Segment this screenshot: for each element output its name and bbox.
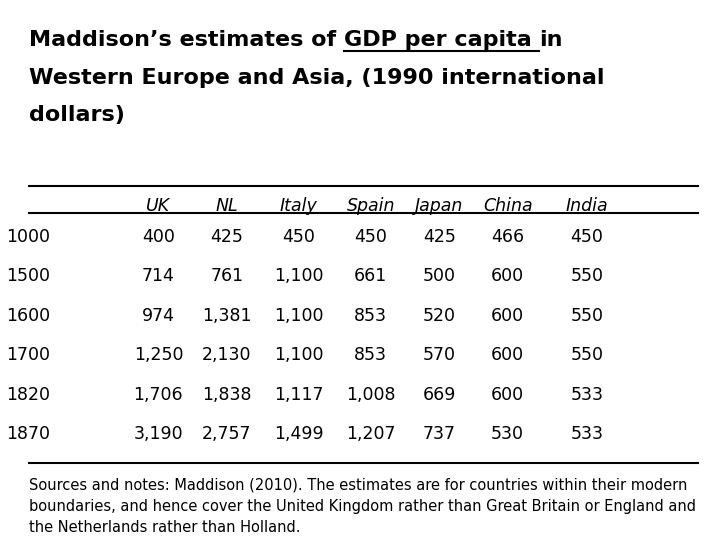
Text: 450: 450 <box>354 228 387 246</box>
Text: 1500: 1500 <box>6 267 50 285</box>
Text: 1,100: 1,100 <box>274 346 323 364</box>
Text: Spain: Spain <box>346 197 395 215</box>
Text: 466: 466 <box>491 228 524 246</box>
Text: 1,706: 1,706 <box>134 386 183 403</box>
Text: 425: 425 <box>423 228 456 246</box>
Text: 1820: 1820 <box>6 386 50 403</box>
Text: 550: 550 <box>570 267 603 285</box>
Text: 761: 761 <box>210 267 243 285</box>
Text: 600: 600 <box>491 267 524 285</box>
Text: 1,008: 1,008 <box>346 386 395 403</box>
Text: UK: UK <box>146 197 171 215</box>
Text: 1,381: 1,381 <box>202 307 251 325</box>
Text: 1870: 1870 <box>6 425 50 443</box>
Text: in: in <box>539 30 562 50</box>
Text: 1,117: 1,117 <box>274 386 323 403</box>
Text: GDP per capita: GDP per capita <box>343 30 539 50</box>
Text: 1,100: 1,100 <box>274 307 323 325</box>
Text: 853: 853 <box>354 346 387 364</box>
Text: 661: 661 <box>354 267 387 285</box>
Text: 400: 400 <box>142 228 175 246</box>
Text: 1600: 1600 <box>6 307 50 325</box>
Text: 1000: 1000 <box>6 228 50 246</box>
Text: Japan: Japan <box>415 197 464 215</box>
Text: 1,207: 1,207 <box>346 425 395 443</box>
Text: 3,190: 3,190 <box>134 425 183 443</box>
Text: 450: 450 <box>282 228 315 246</box>
Text: 1,250: 1,250 <box>134 346 183 364</box>
Text: 737: 737 <box>423 425 456 443</box>
Text: 853: 853 <box>354 307 387 325</box>
Text: 450: 450 <box>570 228 603 246</box>
Text: 600: 600 <box>491 386 524 403</box>
Text: 550: 550 <box>570 346 603 364</box>
Text: 500: 500 <box>423 267 456 285</box>
Text: 533: 533 <box>570 386 603 403</box>
Text: China: China <box>483 197 532 215</box>
Text: Sources and notes: Maddison (2010). The estimates are for countries within their: Sources and notes: Maddison (2010). The … <box>29 478 696 535</box>
Text: 669: 669 <box>423 386 456 403</box>
Text: 974: 974 <box>142 307 175 325</box>
Text: Western Europe and Asia, (1990 international: Western Europe and Asia, (1990 internati… <box>29 68 604 87</box>
Text: Italy: Italy <box>280 197 318 215</box>
Text: 550: 550 <box>570 307 603 325</box>
Text: India: India <box>565 197 608 215</box>
Text: 600: 600 <box>491 346 524 364</box>
Text: 570: 570 <box>423 346 456 364</box>
Text: NL: NL <box>215 197 238 215</box>
Text: 530: 530 <box>491 425 524 443</box>
Text: 1,100: 1,100 <box>274 267 323 285</box>
Text: 2,757: 2,757 <box>202 425 251 443</box>
Text: 425: 425 <box>210 228 243 246</box>
Text: 714: 714 <box>142 267 175 285</box>
Text: 2,130: 2,130 <box>202 346 251 364</box>
Text: 533: 533 <box>570 425 603 443</box>
Text: 1,499: 1,499 <box>274 425 323 443</box>
Text: dollars): dollars) <box>29 105 125 125</box>
Text: Maddison’s estimates of: Maddison’s estimates of <box>29 30 343 50</box>
Text: 520: 520 <box>423 307 456 325</box>
Text: 1700: 1700 <box>6 346 50 364</box>
Text: 1,838: 1,838 <box>202 386 251 403</box>
Text: 600: 600 <box>491 307 524 325</box>
